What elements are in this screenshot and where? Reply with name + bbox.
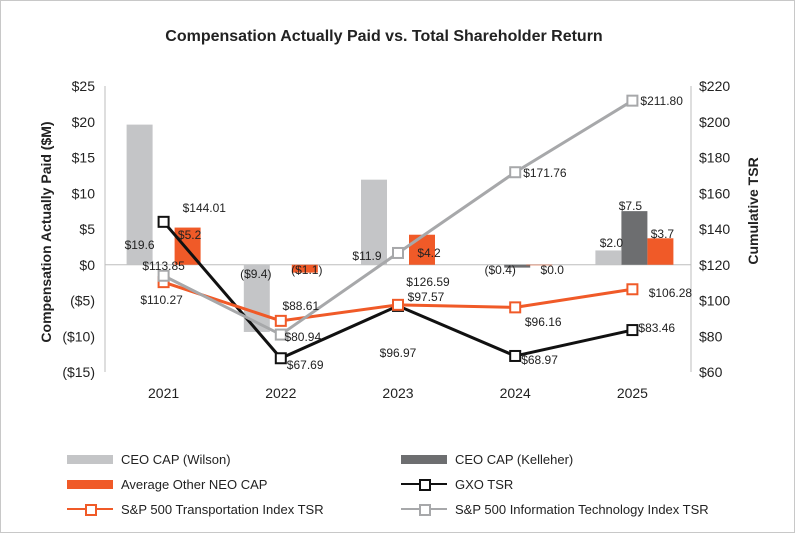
bar-average-other-neo-cap-2024 xyxy=(526,264,553,266)
marker-gxo-tsr-2024 xyxy=(509,349,522,362)
marker-sp500-it-tsr-2025 xyxy=(626,94,639,107)
line-label-sp500-it-tsr-2025: $211.80 xyxy=(640,94,683,108)
marker-sp500-it-tsr-2021 xyxy=(157,269,170,282)
line-label-gxo-tsr-2025: $83.46 xyxy=(638,321,675,335)
x-tick-label-2021: 2021 xyxy=(148,385,179,401)
legend-label: S&P 500 Transportation Index TSR xyxy=(121,501,324,517)
legend-item-sp500-transportation-tsr: S&P 500 Transportation Index TSR xyxy=(67,499,324,519)
legend-item-ceo-cap-wilson: CEO CAP (Wilson) xyxy=(67,449,231,469)
line-label-sp500-transportation-tsr-2025: $106.28 xyxy=(649,286,693,300)
plot-area: $25 $20 $15 $10 $5 $0 ($5) ($10) ($15) $220 $200 $1… xyxy=(62,78,730,401)
marker-sp500-it-tsr-2022 xyxy=(274,328,287,341)
y-right-tick-label: $120 xyxy=(699,257,730,273)
legend-item-average-other-neo-cap: Average Other NEO CAP xyxy=(67,474,267,494)
bar-label-average-other-neo-cap-2023: $4.2 xyxy=(417,246,441,260)
y-left-axis-label: Compensation Actually Paid ($M) xyxy=(38,121,54,342)
legend-swatch-sp500-transportation-tsr xyxy=(67,502,113,516)
marker-gxo-tsr-2025 xyxy=(626,324,639,337)
bar-label-ceo-cap-wilson-2022: ($9.4) xyxy=(240,267,271,281)
y-right-tick-label: $140 xyxy=(699,221,730,237)
y-right-tick-label: $200 xyxy=(699,114,730,130)
x-tick-label-2025: 2025 xyxy=(617,385,648,401)
bar-label-average-other-neo-cap-2024: $0.0 xyxy=(541,263,565,277)
bar-label-ceo-cap-wilson-2025: $2.0 xyxy=(600,236,624,250)
line-label-gxo-tsr-2021: $144.01 xyxy=(183,201,227,215)
y-right-tick-label: $220 xyxy=(699,78,730,94)
y-right-axis-label: Cumulative TSR xyxy=(745,157,761,264)
bar-label-ceo-cap-kelleher-2024: ($0.4) xyxy=(485,263,516,277)
chart-title: Compensation Actually Paid vs. Total Sha… xyxy=(165,28,602,45)
line-label-sp500-it-tsr-2024: $171.76 xyxy=(523,166,567,180)
bar-ceo-cap-kelleher--2024 xyxy=(504,264,531,268)
marker-sp500-it-tsr-2023 xyxy=(392,246,404,259)
legend-swatch-gxo-tsr xyxy=(401,477,447,491)
line-label-gxo-tsr-2023: $96.97 xyxy=(380,346,417,360)
y-left-tick-label: $5 xyxy=(79,221,95,237)
line-label-gxo-tsr-2022: $67.69 xyxy=(287,358,324,372)
bar-ceo-cap-kelleher--2025 xyxy=(621,211,648,265)
bar-average-other-neo-cap-2025 xyxy=(647,238,674,265)
marker-sp500-transportation-tsr-2022 xyxy=(274,314,287,327)
line-gxo-tsr xyxy=(162,220,633,361)
legend-label: CEO CAP (Kelleher) xyxy=(455,451,574,467)
bar-ceo-cap-wilson--2021 xyxy=(126,124,153,265)
legend-label: CEO CAP (Wilson) xyxy=(121,451,231,467)
y-left-tick-label: $25 xyxy=(72,78,96,94)
line-label-sp500-transportation-tsr-2024: $96.16 xyxy=(525,315,562,329)
bar-label-ceo-cap-wilson-2021: $19.6 xyxy=(125,238,155,252)
y-left-tick-label: ($5) xyxy=(70,293,95,309)
line-label-sp500-transportation-tsr-2023: $97.57 xyxy=(408,290,445,304)
marker-sp500-transportation-tsr-2024 xyxy=(509,301,522,314)
line-label-sp500-transportation-tsr-2021: $110.27 xyxy=(140,293,183,307)
y-left-tick-label: $15 xyxy=(72,150,96,166)
marker-sp500-transportation-tsr-2023 xyxy=(392,298,404,311)
line-label-sp500-it-tsr-2022: $80.94 xyxy=(284,330,321,344)
bar-average-other-neo-cap-2022 xyxy=(291,264,318,273)
y-right-tick-label: $80 xyxy=(699,328,723,344)
x-tick-label-2023: 2023 xyxy=(382,385,413,401)
y-left-tick-label: ($15) xyxy=(62,364,95,380)
legend-label: S&P 500 Information Technology Index TSR xyxy=(455,501,709,517)
bar-label-average-other-neo-cap-2025: $3.7 xyxy=(651,227,675,241)
line-label-gxo-tsr-2024: $68.97 xyxy=(521,353,558,367)
legend-swatch-sp500-it-tsr xyxy=(401,502,447,516)
legend-item-ceo-cap-kelleher: CEO CAP (Kelleher) xyxy=(401,449,573,469)
legend-swatch-ceo-cap-wilson xyxy=(67,454,113,464)
y-left-tick-label: ($10) xyxy=(62,328,95,344)
x-tick-label-2022: 2022 xyxy=(265,385,296,401)
y-right-tick-label: $180 xyxy=(699,150,730,166)
line-label-sp500-transportation-tsr-2022: $88.61 xyxy=(282,299,319,313)
x-tick-label-2024: 2024 xyxy=(500,385,531,401)
legend-label: GXO TSR xyxy=(455,476,514,492)
chart-canvas: Compensation Actually Paid vs. Total Sha… xyxy=(38,28,761,401)
legend-item-sp500-it-tsr: S&P 500 Information Technology Index TSR xyxy=(401,499,709,519)
y-left-tick-label: $10 xyxy=(72,185,96,201)
legend-swatch-ceo-cap-kelleher xyxy=(401,454,447,464)
line-label-sp500-it-tsr-2023: $126.59 xyxy=(406,275,450,289)
bar-label-ceo-cap-wilson-2023: $11.9 xyxy=(352,249,381,263)
line-label-sp500-it-tsr-2021: $113.85 xyxy=(142,259,185,273)
legend: CEO CAP (Wilson) CEO CAP (Kelleher) Aver… xyxy=(1,441,794,531)
bar-ceo-cap-wilson--2023 xyxy=(361,179,387,265)
bar-label-average-other-neo-cap-2022: ($1.1) xyxy=(291,263,322,277)
bar-ceo-cap-wilson-2025 xyxy=(595,250,622,265)
legend-item-gxo-tsr: GXO TSR xyxy=(401,474,513,494)
marker-gxo-tsr-2021 xyxy=(157,215,170,228)
legend-swatch-average-other-neo-cap xyxy=(67,479,113,489)
y-right-tick-label: $160 xyxy=(699,185,730,201)
marker-sp500-it-tsr-2024 xyxy=(509,166,522,179)
marker-sp500-transportation-tsr-2025 xyxy=(626,283,639,296)
y-left-tick-label: $20 xyxy=(72,114,96,130)
marker-gxo-tsr-2022 xyxy=(274,352,287,365)
legend-label: Average Other NEO CAP xyxy=(121,476,268,492)
bar-average-other-neo-cap-2023 xyxy=(409,234,435,265)
bar-label-ceo-cap-kelleher-2025: $7.5 xyxy=(619,199,643,213)
y-right-tick-label: $60 xyxy=(699,364,723,380)
y-left-tick-label: $0 xyxy=(79,257,95,273)
bar-label-average-other-neo-cap-2021: $5.2 xyxy=(178,228,202,242)
y-right-tick-label: $100 xyxy=(699,293,730,309)
